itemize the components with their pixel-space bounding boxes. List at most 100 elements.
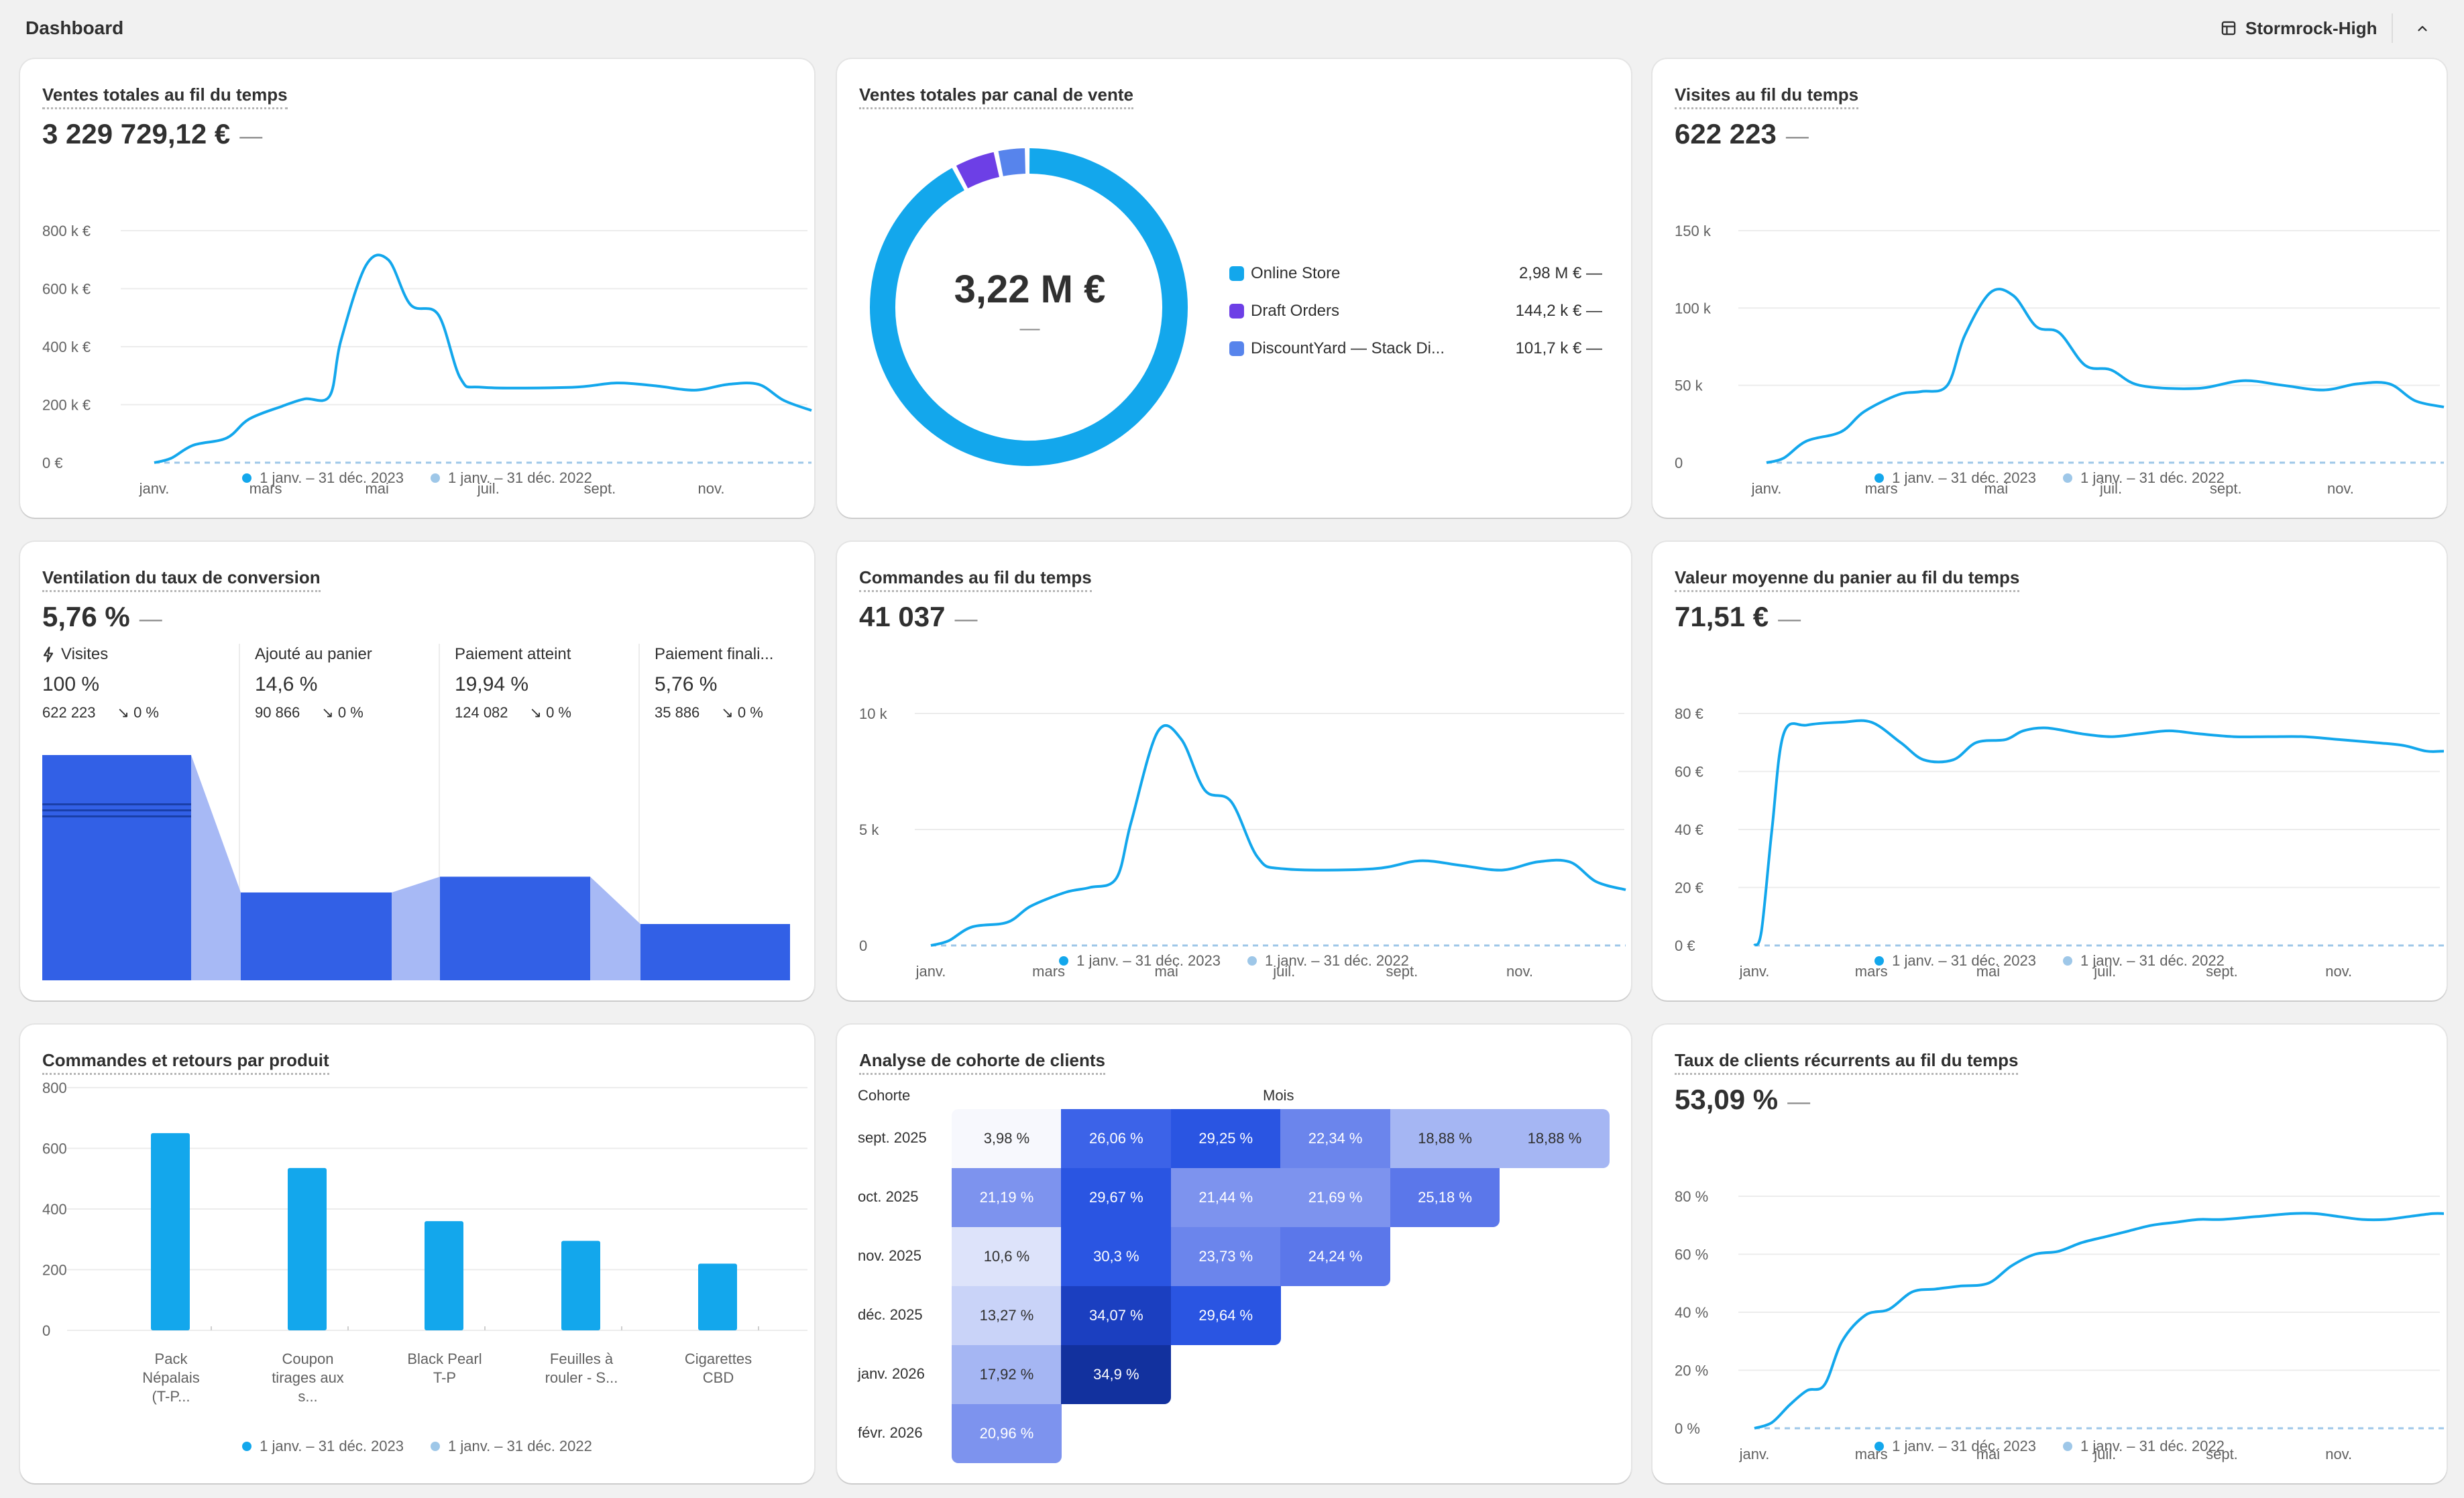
legend-item-previous[interactable]: 1 janv. – 31 déc. 2022	[431, 1438, 592, 1455]
cohort-cell[interactable]: 18,88 %	[1390, 1109, 1500, 1168]
metric-value: 3 229 729,12 € —	[42, 118, 263, 150]
channel-legend: Online Store 2,98 M € — Draft Orders 144,2 …	[1229, 255, 1602, 367]
visits-line-chart: 150 k 100 k 50 k 0 janv. mars mai juil. sept. nov…	[1675, 223, 2445, 497]
cohort-cell[interactable]: 13,27 %	[952, 1286, 1062, 1345]
cohort-cell[interactable]: 24,24 %	[1280, 1227, 1391, 1286]
store-name: Stormrock-High	[2245, 17, 2377, 38]
legend-item-current[interactable]: 1 janv. – 31 déc. 2023	[1874, 1438, 2036, 1455]
x-tick-label: mai	[1154, 963, 1178, 980]
y-tick-label: 200 k €	[42, 397, 91, 414]
cohort-row-label: sept. 2025	[858, 1129, 927, 1146]
card-conversion-breakdown[interactable]: Ventilation du taux de conversion 5,76 %…	[20, 542, 814, 1000]
cohort-cell[interactable]: 23,73 %	[1170, 1227, 1281, 1286]
card-orders-over-time[interactable]: Commandes au fil du temps 41 037— 10 k 5 …	[837, 542, 1631, 1000]
channel-legend-row[interactable]: Online Store 2,98 M € —	[1229, 255, 1602, 292]
legend-item-current[interactable]: 1 janv. – 31 déc. 2023	[1059, 952, 1221, 970]
cohort-cell[interactable]: 3,98 %	[952, 1109, 1062, 1168]
channel-value: 101,7 k € —	[1515, 339, 1602, 357]
x-tick-label: T-P	[433, 1369, 456, 1386]
channel-legend-row[interactable]: DiscountYard — Stack Di... 101,7 k € —	[1229, 330, 1602, 367]
legend-item-previous[interactable]: 1 janv. – 31 déc. 2022	[2063, 952, 2225, 970]
chart-legend: 1 janv. – 31 déc. 2023 1 janv. – 31 déc.…	[1653, 952, 2447, 970]
legend-swatch	[1229, 266, 1244, 281]
x-tick-label: janv.	[1751, 480, 1782, 497]
cohort-row-label: oct. 2025	[858, 1188, 919, 1205]
x-tick-label: nov.	[2327, 480, 2354, 497]
legend-item-current[interactable]: 1 janv. – 31 déc. 2023	[242, 469, 404, 487]
legend-item-previous[interactable]: 1 janv. – 31 déc. 2022	[2063, 469, 2225, 487]
card-title[interactable]: Analyse de cohorte de clients	[859, 1050, 1106, 1075]
card-title[interactable]: Ventes totales au fil du temps	[42, 84, 288, 109]
card-sales-over-time[interactable]: Ventes totales au fil du temps 3 229 729…	[20, 59, 814, 518]
legend-item-previous[interactable]: 1 janv. – 31 déc. 2022	[1247, 952, 1409, 970]
x-tick-label: juil.	[477, 480, 500, 497]
y-tick-label: 800	[42, 1080, 67, 1096]
cohort-cell[interactable]: 10,6 %	[952, 1227, 1062, 1286]
channel-legend-row[interactable]: Draft Orders 144,2 k € —	[1229, 292, 1602, 330]
legend-item-current[interactable]: 1 janv. – 31 déc. 2023	[1874, 469, 2036, 487]
x-tick-label: Coupon	[282, 1350, 333, 1367]
cohort-cell[interactable]: 34,9 %	[1061, 1345, 1172, 1404]
orders-line-chart: 10 k 5 k 0 janv. mars mai juil. sept. nov.	[859, 705, 1626, 980]
x-tick-label: nov.	[1506, 963, 1533, 980]
top-bar: Dashboard Stormrock-High	[0, 0, 2464, 55]
donut-center: 3,22 M € —	[867, 267, 1192, 340]
cohort-cell[interactable]: 20,96 %	[952, 1404, 1062, 1463]
card-title[interactable]: Ventilation du taux de conversion	[42, 567, 321, 592]
bar	[151, 1133, 190, 1330]
y-tick-label: 600	[42, 1141, 67, 1157]
x-tick-label: mars	[249, 480, 282, 497]
cohort-cell[interactable]: 26,06 %	[1061, 1109, 1172, 1168]
metric-value: 71,51 € —	[1675, 601, 1801, 632]
x-tick-label: sept.	[2206, 1446, 2238, 1462]
x-tick-label: mai	[365, 480, 388, 497]
cohort-cell[interactable]: 22,34 %	[1280, 1109, 1391, 1168]
card-visits-over-time[interactable]: Visites au fil du temps 622 223— 150 k 10…	[1653, 59, 2447, 518]
chart-legend: 1 janv. – 31 déc. 2023 1 janv. – 31 déc.…	[1653, 469, 2447, 487]
legend-item-previous[interactable]: 1 janv. – 31 déc. 2022	[2063, 1438, 2225, 1455]
legend-item-current[interactable]: 1 janv. – 31 déc. 2023	[1874, 952, 2036, 970]
cohort-cell[interactable]: 21,69 %	[1280, 1168, 1391, 1227]
card-title[interactable]: Visites au fil du temps	[1675, 84, 1859, 109]
x-tick-label: Pack	[155, 1350, 188, 1367]
cohort-cell[interactable]: 29,25 %	[1170, 1109, 1281, 1168]
x-tick-label: (T-P...	[152, 1388, 190, 1405]
x-tick-label: mai	[1984, 480, 2008, 497]
cohort-cell[interactable]: 18,88 %	[1500, 1109, 1610, 1168]
metric-value: 5,76 % —	[42, 601, 162, 632]
cohort-cell[interactable]: 29,67 %	[1061, 1168, 1172, 1227]
x-tick-label: Black Pearl	[407, 1350, 482, 1367]
x-tick-label: s...	[298, 1388, 317, 1405]
legend-item-current[interactable]: 1 janv. – 31 déc. 2023	[242, 1438, 404, 1455]
card-orders-returns-by-product[interactable]: Commandes et retours par produit 800 600 4…	[20, 1025, 814, 1483]
cohort-cell[interactable]: 29,64 %	[1170, 1286, 1281, 1345]
channel-value: 144,2 k € —	[1515, 302, 1602, 320]
x-tick-label: juil.	[2093, 1446, 2116, 1462]
y-tick-label: 20 €	[1675, 880, 1703, 897]
card-title[interactable]: Valeur moyenne du panier au fil du temps	[1675, 567, 2020, 592]
cohort-row-label: nov. 2025	[858, 1247, 922, 1264]
card-title[interactable]: Taux de clients récurrents au fil du tem…	[1675, 1050, 2019, 1075]
card-returning-customers[interactable]: Taux de clients récurrents au fil du tem…	[1653, 1025, 2447, 1483]
cohort-row-label: févr. 2026	[858, 1424, 923, 1441]
card-average-order-value[interactable]: Valeur moyenne du panier au fil du temps…	[1653, 542, 2447, 1000]
card-title[interactable]: Commandes et retours par produit	[42, 1050, 329, 1075]
chart-legend: 1 janv. – 31 déc. 2023 1 janv. – 31 déc.…	[1653, 1438, 2447, 1455]
cohort-cell[interactable]: 21,44 %	[1170, 1168, 1281, 1227]
card-title[interactable]: Ventes totales par canal de vente	[859, 84, 1133, 109]
legend-item-previous[interactable]: 1 janv. – 31 déc. 2022	[431, 469, 592, 487]
cohort-cell[interactable]: 25,18 %	[1390, 1168, 1500, 1227]
funnel-step-checkout-reached: Paiement atteint 19,94 % 124 082 ↘ 0 %	[455, 645, 571, 721]
y-tick-label: 0	[42, 1322, 50, 1339]
trend-icon: ↘	[117, 704, 134, 721]
collapse-button[interactable]	[2409, 15, 2436, 42]
card-title[interactable]: Commandes au fil du temps	[859, 567, 1092, 592]
store-selector-button[interactable]: Stormrock-High	[2210, 13, 2386, 43]
funnel-divider	[439, 644, 440, 979]
cohort-cell[interactable]: 30,3 %	[1061, 1227, 1172, 1286]
y-tick-label: 60 €	[1675, 764, 1703, 781]
cohort-cell[interactable]: 17,92 %	[952, 1345, 1062, 1404]
x-tick-label: janv.	[139, 480, 170, 497]
cohort-cell[interactable]: 34,07 %	[1061, 1286, 1172, 1345]
cohort-cell[interactable]: 21,19 %	[952, 1168, 1062, 1227]
